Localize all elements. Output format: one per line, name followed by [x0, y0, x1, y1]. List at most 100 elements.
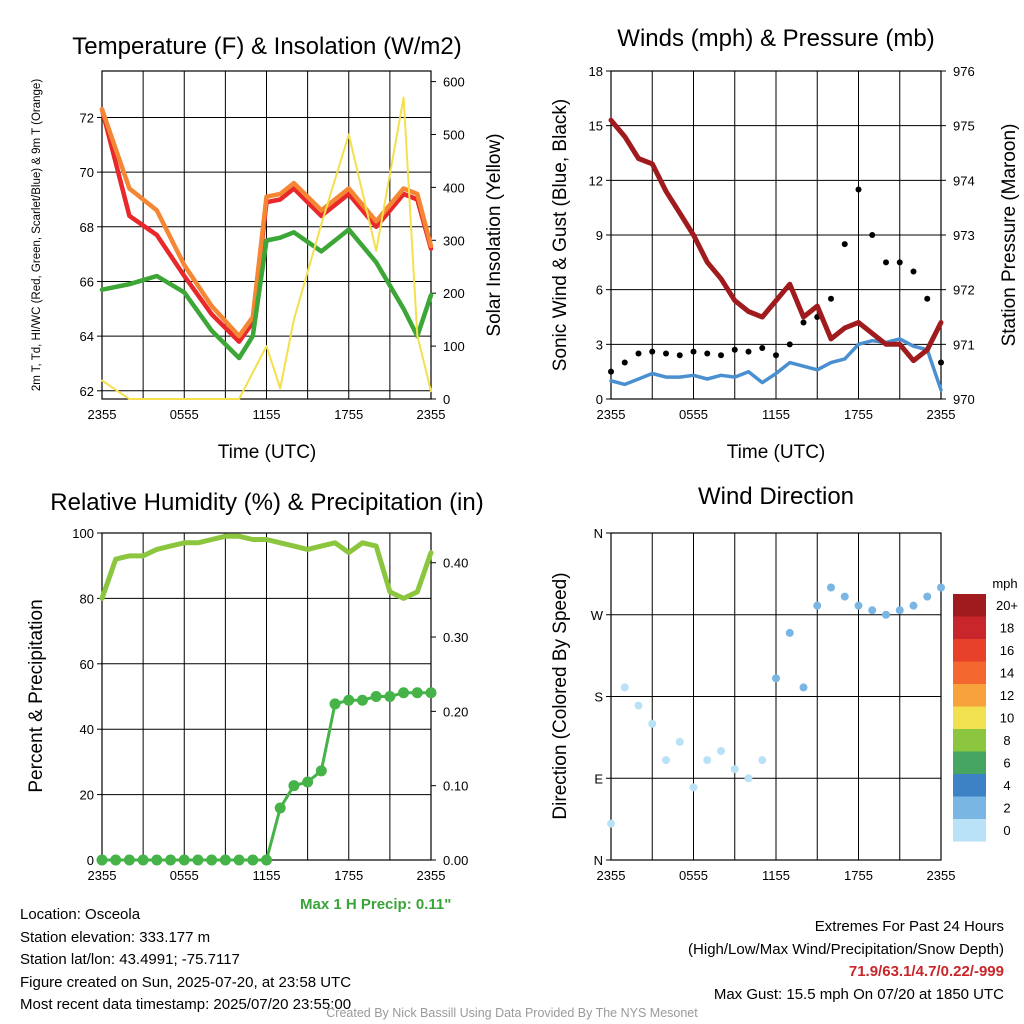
x-tick-label: 2355	[927, 868, 956, 883]
legend-swatch	[953, 751, 986, 774]
gust-point	[635, 350, 642, 357]
legend-swatch	[953, 819, 986, 842]
x-tick-label: 2355	[88, 868, 117, 883]
x-tick-label: 2355	[927, 407, 956, 422]
legend-label: 0	[1003, 823, 1010, 838]
legend-label: 12	[1000, 688, 1014, 703]
precipitation-point	[274, 802, 286, 814]
y-right-tick-label: 500	[443, 127, 465, 142]
y-tick-label: 100	[72, 526, 94, 541]
y-tick-label: 80	[80, 591, 94, 606]
y-tick-label: 40	[80, 722, 94, 737]
extremes-values: 71.9/63.1/4.7/0.22/-999	[848, 963, 1004, 980]
wind-direction-point	[868, 606, 877, 615]
solar-insolation-series	[101, 96, 432, 400]
y-tick-label: 66	[80, 274, 94, 289]
y-right-tick-label: 972	[953, 283, 975, 298]
y-right-tick-label: 400	[443, 180, 465, 195]
x-tick-label: 1755	[844, 868, 873, 883]
x-tick-label: 1155	[762, 407, 790, 422]
x-tick-label: 2355	[88, 407, 117, 422]
gust-point	[745, 348, 752, 355]
legend-swatch	[953, 706, 986, 729]
chart-title: Winds (mph) & Pressure (mb)	[617, 25, 934, 52]
legend-swatch	[953, 594, 986, 617]
precipitation-point	[96, 854, 108, 866]
gust-point	[663, 350, 669, 357]
legend-swatch	[953, 684, 986, 707]
wind-direction-point	[895, 606, 904, 615]
gust-point	[855, 186, 862, 193]
station-info: Location: Osceola Station elevation: 333…	[20, 904, 351, 1017]
gust-point	[828, 295, 834, 302]
x-axis-label: Time (UTC)	[727, 442, 826, 463]
y-axis-label: Percent & Precipitation	[26, 599, 47, 792]
relative-humidity-series	[99, 533, 434, 601]
wind-direction-point	[620, 683, 629, 692]
credit-text: Created By Nick Bassill Using Data Provi…	[326, 1006, 698, 1020]
chart-title: Wind Direction	[698, 483, 854, 510]
precipitation-point	[411, 687, 423, 699]
x-tick-label: 1755	[334, 868, 363, 883]
wind-direction-point	[634, 701, 643, 710]
x-tick-label: 2355	[597, 407, 626, 422]
gust-point	[759, 344, 766, 351]
y-tick-label: 15	[589, 119, 603, 134]
precipitation-point	[329, 698, 341, 710]
y-tick-label: 64	[80, 329, 94, 344]
gust-point	[883, 259, 889, 266]
plot-frame	[610, 70, 942, 400]
legend-label: 2	[1003, 801, 1010, 816]
gust-point	[786, 341, 793, 348]
wind-direction-point	[854, 601, 863, 610]
gust-point	[718, 352, 724, 359]
max-precip-label: Max 1 H Precip: 0.11"	[300, 896, 452, 913]
gust-point	[649, 348, 656, 355]
y-axis-label: 2m T, Td, HI/WC (Red, Green, Scarlet/Blu…	[31, 79, 43, 391]
wind-direction-point	[730, 765, 739, 774]
y-tick-label: E	[594, 771, 603, 786]
gust-point	[841, 241, 848, 248]
gust-point	[608, 368, 614, 375]
temperature-series	[99, 107, 434, 344]
y-tick-label: N	[594, 526, 603, 541]
legend-label: 20+	[996, 598, 1018, 613]
legend-swatch	[953, 729, 986, 752]
y-axis-label: Direction (Colored By Speed)	[550, 572, 571, 819]
extremes-heading: Extremes For Past 24 Hours	[814, 918, 1004, 935]
y-right-axis-label: Station Pressure (Maroon)	[999, 124, 1020, 347]
gust-point	[924, 295, 931, 302]
gust-point	[938, 359, 944, 366]
precipitation-point	[178, 854, 190, 866]
extremes-legend: (High/Low/Max Wind/Precipitation/Snow De…	[688, 940, 1004, 958]
max-gust-text: Max Gust: 15.5 mph On 07/20 at 1850 UTC	[713, 985, 1004, 1003]
y-right-axis-label: Solar Insolation (Yellow)	[484, 133, 505, 336]
gust-point	[773, 352, 779, 359]
y-right-tick-label: 200	[443, 286, 465, 301]
precipitation-point	[110, 854, 122, 866]
y-tick-label: 0	[87, 853, 94, 868]
precipitation-point	[192, 854, 204, 866]
precipitation-point	[356, 694, 368, 706]
wind-direction-point	[799, 683, 808, 692]
wind-direction-point	[703, 756, 712, 765]
precipitation-point	[151, 854, 163, 866]
y-tick-label: 12	[589, 173, 603, 188]
wind-direction-point	[675, 737, 684, 746]
created-text: Figure created on Sun, 2025-07-20, at 23…	[20, 973, 352, 991]
precipitation-point	[384, 691, 396, 702]
dewpoint-series	[99, 227, 434, 361]
y-tick-label: 6	[596, 283, 603, 298]
wind-direction-point	[882, 610, 890, 619]
recent-text: Most recent data timestamp: 2025/07/20 2…	[20, 996, 352, 1013]
precipitation-point	[425, 687, 437, 699]
y-right-tick-label: 973	[953, 228, 975, 243]
legend-swatch	[953, 661, 986, 684]
precipitation-point	[123, 854, 135, 866]
x-tick-label: 2355	[597, 868, 626, 883]
nine-meter-temperature-series	[99, 107, 434, 339]
y-tick-label: N	[594, 853, 603, 868]
y-tick-label: 0	[596, 392, 603, 407]
precipitation-point	[302, 776, 314, 788]
y-right-tick-label: 970	[953, 392, 975, 407]
